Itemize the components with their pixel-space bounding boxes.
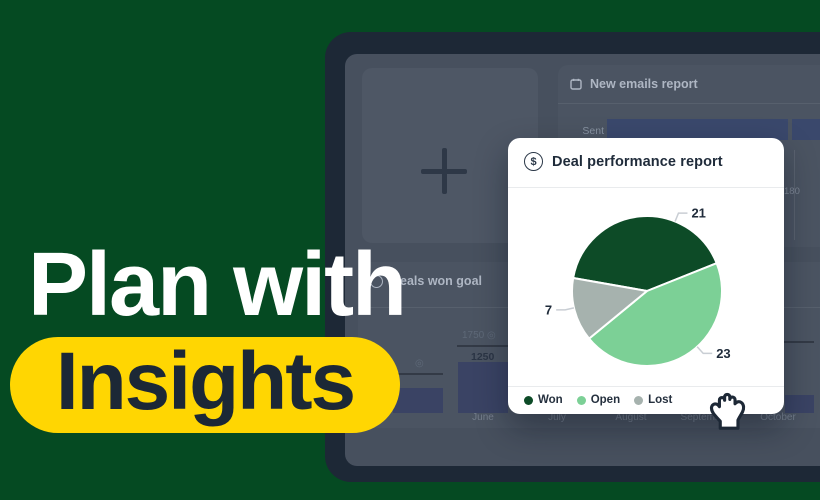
axis-mark: 180 (784, 186, 800, 197)
goal-value-label: 1750 ◎ (462, 330, 496, 341)
legend-item-lost[interactable]: Lost (634, 394, 672, 406)
pie-value-label: 7 (545, 302, 552, 317)
goal-bar (785, 395, 814, 413)
pie-chart: 21 23 7 (545, 206, 731, 367)
goal-line (784, 341, 814, 343)
goal-icon (370, 274, 383, 288)
divider (508, 386, 784, 387)
target-icon: ◎ (415, 358, 424, 369)
calendar-icon (570, 78, 582, 90)
goal-line (393, 373, 443, 375)
divider (508, 187, 784, 188)
month-label: October (760, 412, 796, 423)
pie-label-leader (556, 307, 575, 311)
month-label: July (548, 412, 566, 423)
goal-bar (458, 362, 508, 413)
bar-row-label: Sent (582, 125, 604, 137)
plus-icon (442, 148, 447, 194)
headline-pill: Insights (10, 336, 400, 433)
pie-label-leader (696, 346, 713, 355)
deal-performance-card[interactable]: $ Deal performance report 21 23 7 Won Open L… (508, 138, 784, 414)
headline-pill-text: Insights (55, 336, 356, 427)
legend-dot (576, 395, 586, 405)
legend-label: Open (590, 394, 621, 406)
hand-grab-cursor (709, 392, 746, 430)
divider (558, 103, 820, 104)
horizontal-bar (792, 119, 820, 140)
legend-dot (524, 395, 533, 405)
bar-value: 1250 (471, 351, 495, 363)
emails-card-title: New emails report (590, 77, 698, 91)
horizontal-bar (607, 119, 788, 140)
legend-item-won[interactable]: Won (524, 394, 563, 406)
card-title: Deal performance report (552, 153, 723, 170)
legend-label: Lost (648, 394, 673, 406)
month-label: September (680, 412, 730, 423)
headline-text: Plan with (28, 235, 407, 335)
goal-line (457, 345, 511, 347)
card-header: $ Deal performance report (508, 138, 784, 171)
goal-card-title: Deals won goal (391, 274, 482, 288)
chart-legend: Won Open Lost (524, 394, 672, 406)
dollar-icon: $ (524, 152, 543, 171)
legend-dot (634, 395, 644, 405)
legend-label: Won (538, 394, 563, 406)
pie-slice-open (588, 262, 723, 367)
gridline (794, 150, 795, 240)
goal-bar (393, 388, 443, 413)
pie-slice-lost (571, 276, 648, 340)
pie-value-label: 21 (691, 206, 705, 221)
pie-value-label: 23 (716, 346, 730, 361)
legend-item-open[interactable]: Open (576, 394, 621, 406)
pie-slice-won (572, 215, 718, 292)
pie-label-leader (674, 212, 688, 222)
month-label: June (472, 412, 494, 423)
month-label: August (615, 412, 647, 423)
